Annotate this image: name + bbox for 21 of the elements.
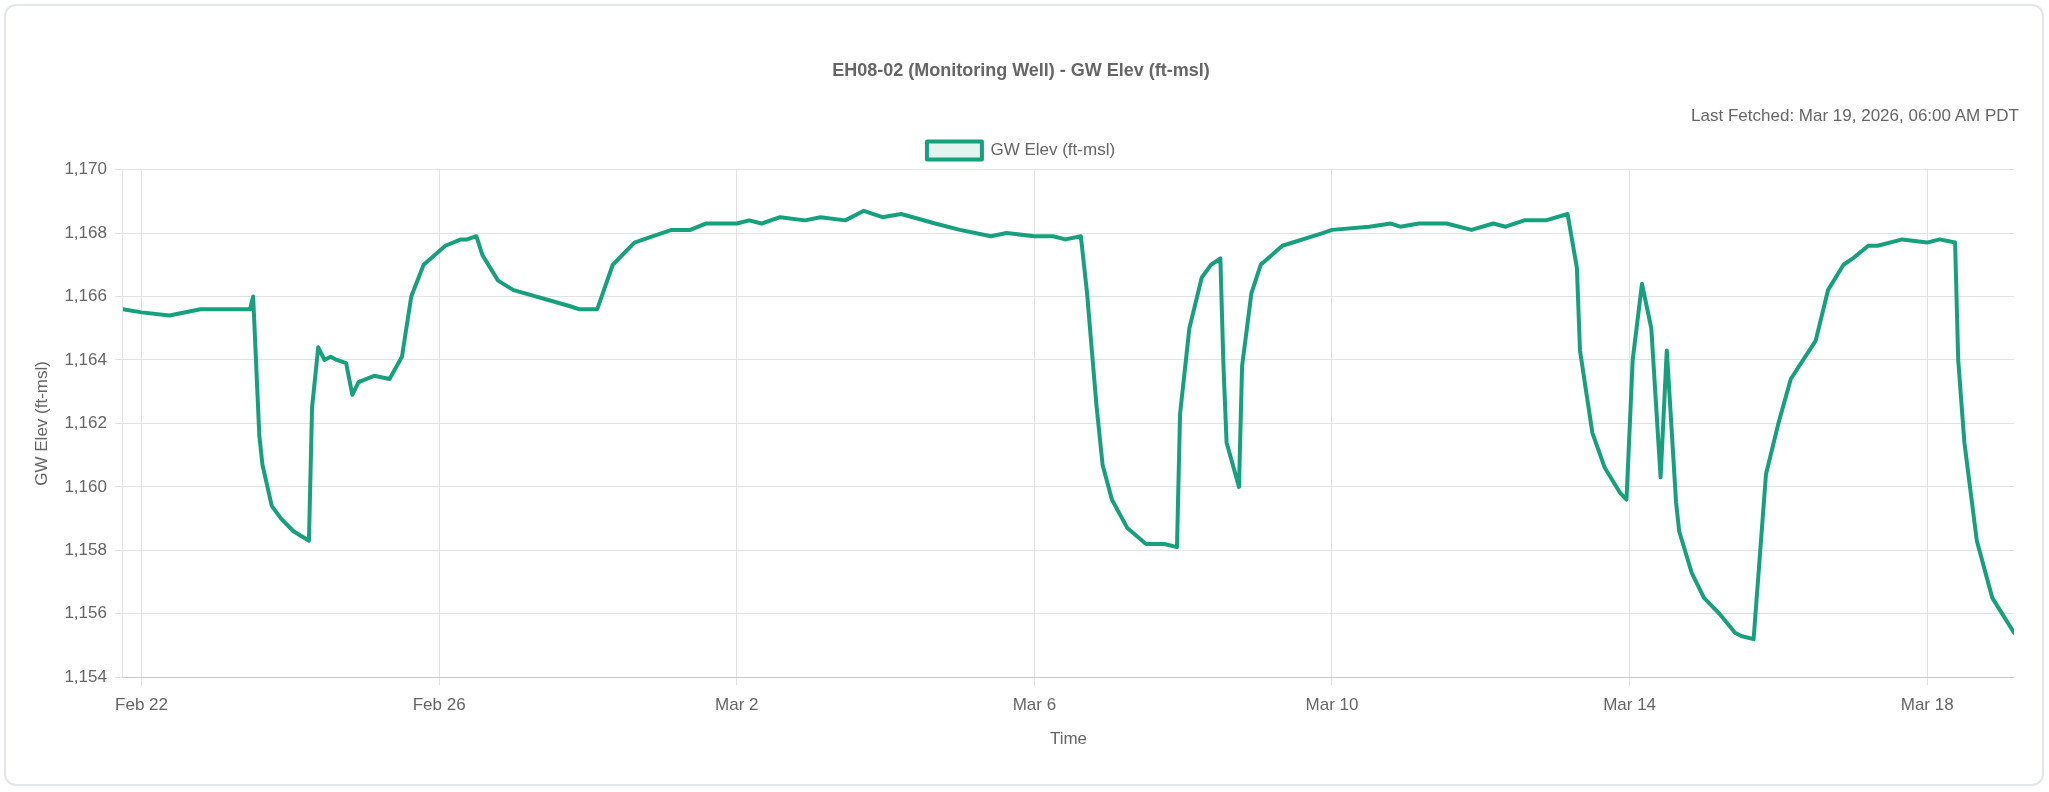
legend-label: GW Elev (ft-msl) — [990, 140, 1116, 160]
y-axis-title: GW Elev (ft-msl) — [31, 361, 51, 486]
y-tick-label: 1,160 — [64, 476, 107, 496]
x-tick-label: Mar 6 — [1012, 695, 1057, 715]
x-tick-label: Mar 18 — [1900, 695, 1954, 715]
chart-title: EH08-02 (Monitoring Well) - GW Elev (ft-msl) — [832, 59, 1210, 80]
text: Last Fetched: Mar 19, 2026, 06:00 AM PDT — [1691, 106, 2019, 126]
y-tick-label: 1,170 — [64, 159, 107, 179]
y-tick-label: 1,162 — [64, 413, 107, 433]
y-tick-label: 1,154 — [64, 666, 107, 686]
x-tick-label: Mar 14 — [1603, 695, 1657, 715]
y-tick-label: 1,158 — [64, 539, 107, 559]
x-tick-label: Feb 22 — [115, 695, 169, 715]
x-tick-label: Mar 2 — [715, 695, 759, 715]
x-axis-title: Time — [1049, 729, 1088, 749]
y-tick-label: 1,166 — [64, 286, 107, 306]
y-tick-label: 1,156 — [64, 603, 107, 623]
y-tick-label: 1,168 — [64, 222, 107, 242]
y-tick-label: 1,164 — [64, 349, 107, 369]
x-tick-label: Feb 26 — [412, 695, 466, 715]
x-tick-label: Mar 10 — [1305, 695, 1359, 715]
